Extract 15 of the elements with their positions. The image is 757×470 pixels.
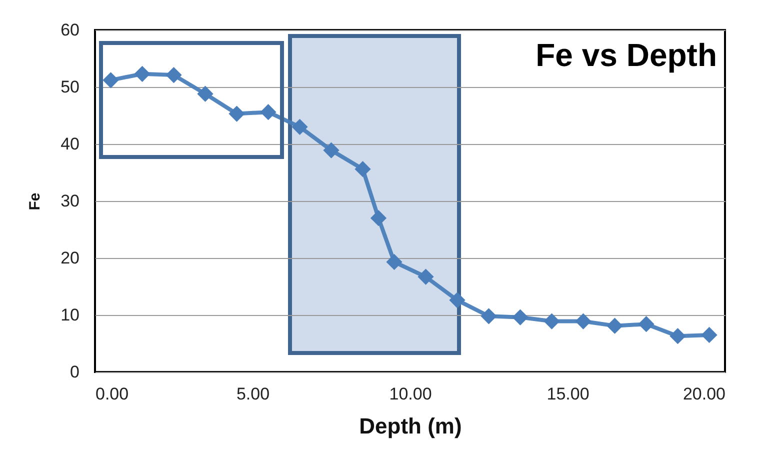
y-tick-label: 10	[60, 306, 80, 324]
x-tick-label: 0.00	[96, 384, 129, 404]
x-axis-title: Depth (m)	[359, 414, 462, 438]
x-tick-label: 20.00	[682, 384, 726, 404]
x-tick-label: 5.00	[236, 384, 270, 404]
y-tick-label: 0	[70, 362, 80, 382]
y-tick-label: 40	[60, 134, 80, 154]
chart-title: Fe vs Depth	[536, 37, 717, 73]
y-tick-label: 30	[60, 192, 80, 210]
x-tick-label: 15.00	[546, 384, 590, 404]
y-axis-title: Fe	[26, 192, 44, 210]
x-tick-label: 10.00	[389, 384, 432, 404]
y-tick-label: 50	[60, 78, 80, 96]
y-tick-label: 60	[60, 20, 80, 40]
y-tick-label: 20	[60, 248, 80, 268]
